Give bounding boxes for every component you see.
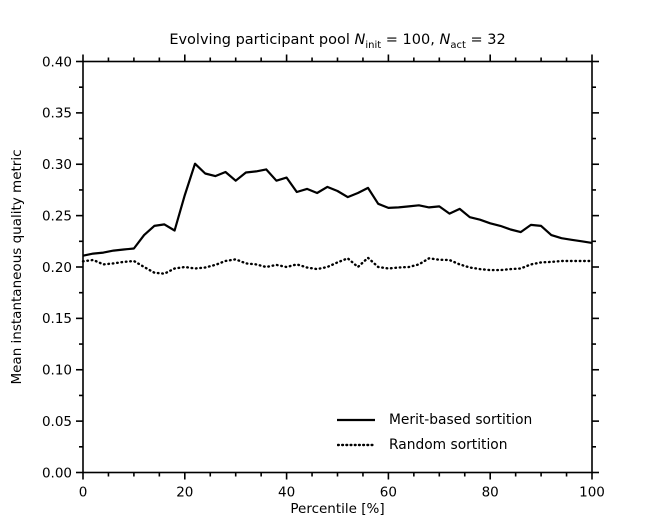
x-tick-labels: 0 20 40 60 80 100 <box>79 485 605 501</box>
legend-entry-merit: Merit-based sortition <box>337 407 532 432</box>
dotted-line-sample-icon <box>337 443 375 446</box>
legend-entry-random: Random sortition <box>337 432 532 457</box>
chart-title: Evolving participant pool Ninit = 100, N… <box>169 32 506 51</box>
y-tick-label: 0.05 <box>42 414 72 430</box>
x-tick-label: 60 <box>380 485 397 501</box>
y-tick-label: 0.40 <box>42 54 72 70</box>
x-axis-label: Percentile [%] <box>290 501 385 517</box>
x-tick-label: 0 <box>79 485 88 501</box>
x-tick-label: 40 <box>278 485 295 501</box>
legend: Merit-based sortition Random sortition <box>337 407 532 457</box>
y-tick-label: 0.20 <box>42 260 72 276</box>
y-axis-label: Mean instantaneous quality metric <box>9 149 25 385</box>
x-tick-label: 80 <box>482 485 499 501</box>
y-tick-label: 0.25 <box>42 208 72 224</box>
merit-based-sortition-line <box>82 162 593 257</box>
axis-ticks <box>76 54 599 480</box>
solid-line-sample-icon <box>337 418 375 421</box>
y-tick-label: 0.30 <box>42 157 72 173</box>
y-tick-label: 0.10 <box>42 363 72 379</box>
random-sortition-line <box>81 256 594 275</box>
y-tick-labels: 0.00 0.05 0.10 0.15 0.20 0.25 0.30 0.35 0.40 <box>42 54 72 481</box>
x-tick-label: 100 <box>579 485 605 501</box>
x-tick-label: 20 <box>176 485 193 501</box>
y-tick-label: 0.15 <box>42 311 72 327</box>
legend-label-merit: Merit-based sortition <box>389 411 533 428</box>
legend-label-random: Random sortition <box>389 436 508 453</box>
y-tick-label: 0.35 <box>42 106 72 122</box>
y-tick-label: 0.00 <box>42 465 72 481</box>
